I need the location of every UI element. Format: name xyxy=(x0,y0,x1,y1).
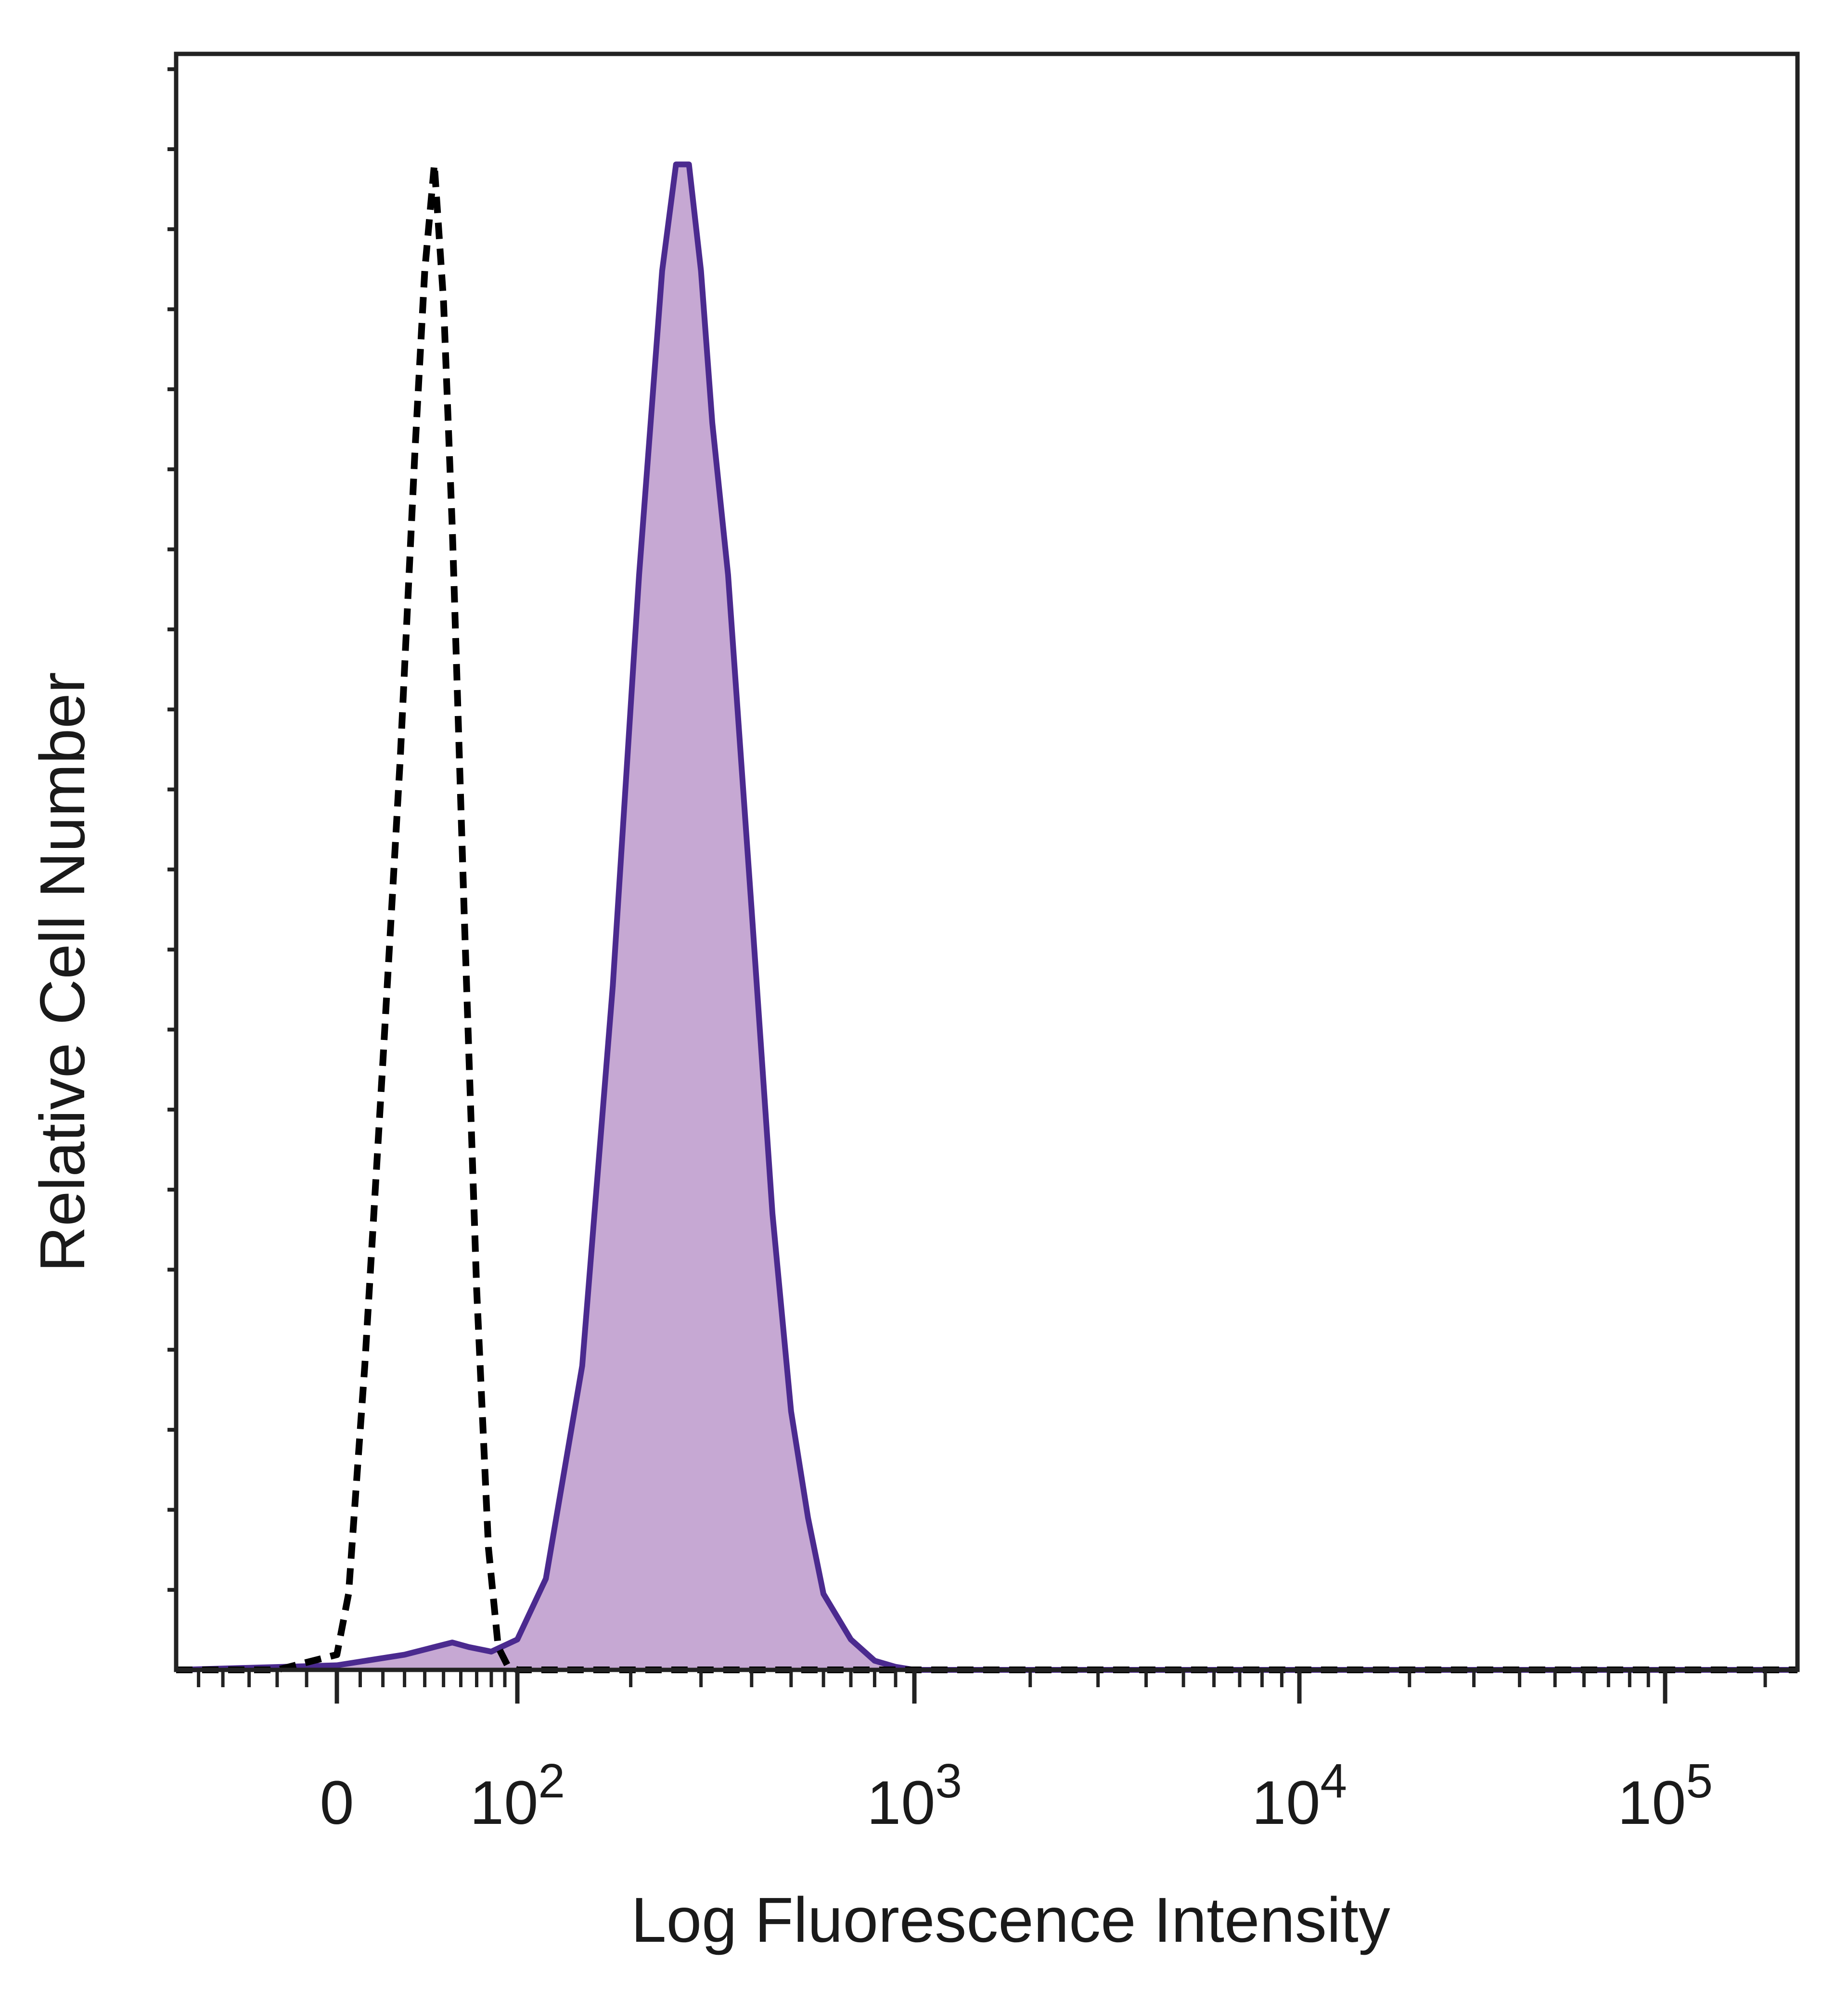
series-layer xyxy=(176,161,1797,1673)
x-axis-ticks xyxy=(197,1670,1767,1704)
x-tick-label: 103 xyxy=(867,1754,962,1837)
x-axis-label: Log Fluorescence Intensity xyxy=(631,1885,1390,1955)
series-dashed-outline xyxy=(176,161,1797,1673)
plot-frame xyxy=(174,51,1800,1672)
x-tick-label: 102 xyxy=(470,1754,565,1837)
series-filled-outline xyxy=(176,161,1797,1673)
x-tick-label: 104 xyxy=(1252,1754,1347,1837)
x-axis-tick-labels: 0 102 103 104 105 xyxy=(320,1754,1713,1837)
x-tick-label: 0 xyxy=(320,1769,354,1837)
x-tick-label: 105 xyxy=(1617,1754,1713,1837)
y-axis-label: Relative Cell Number xyxy=(27,672,98,1272)
y-axis-ticks xyxy=(167,67,176,1592)
